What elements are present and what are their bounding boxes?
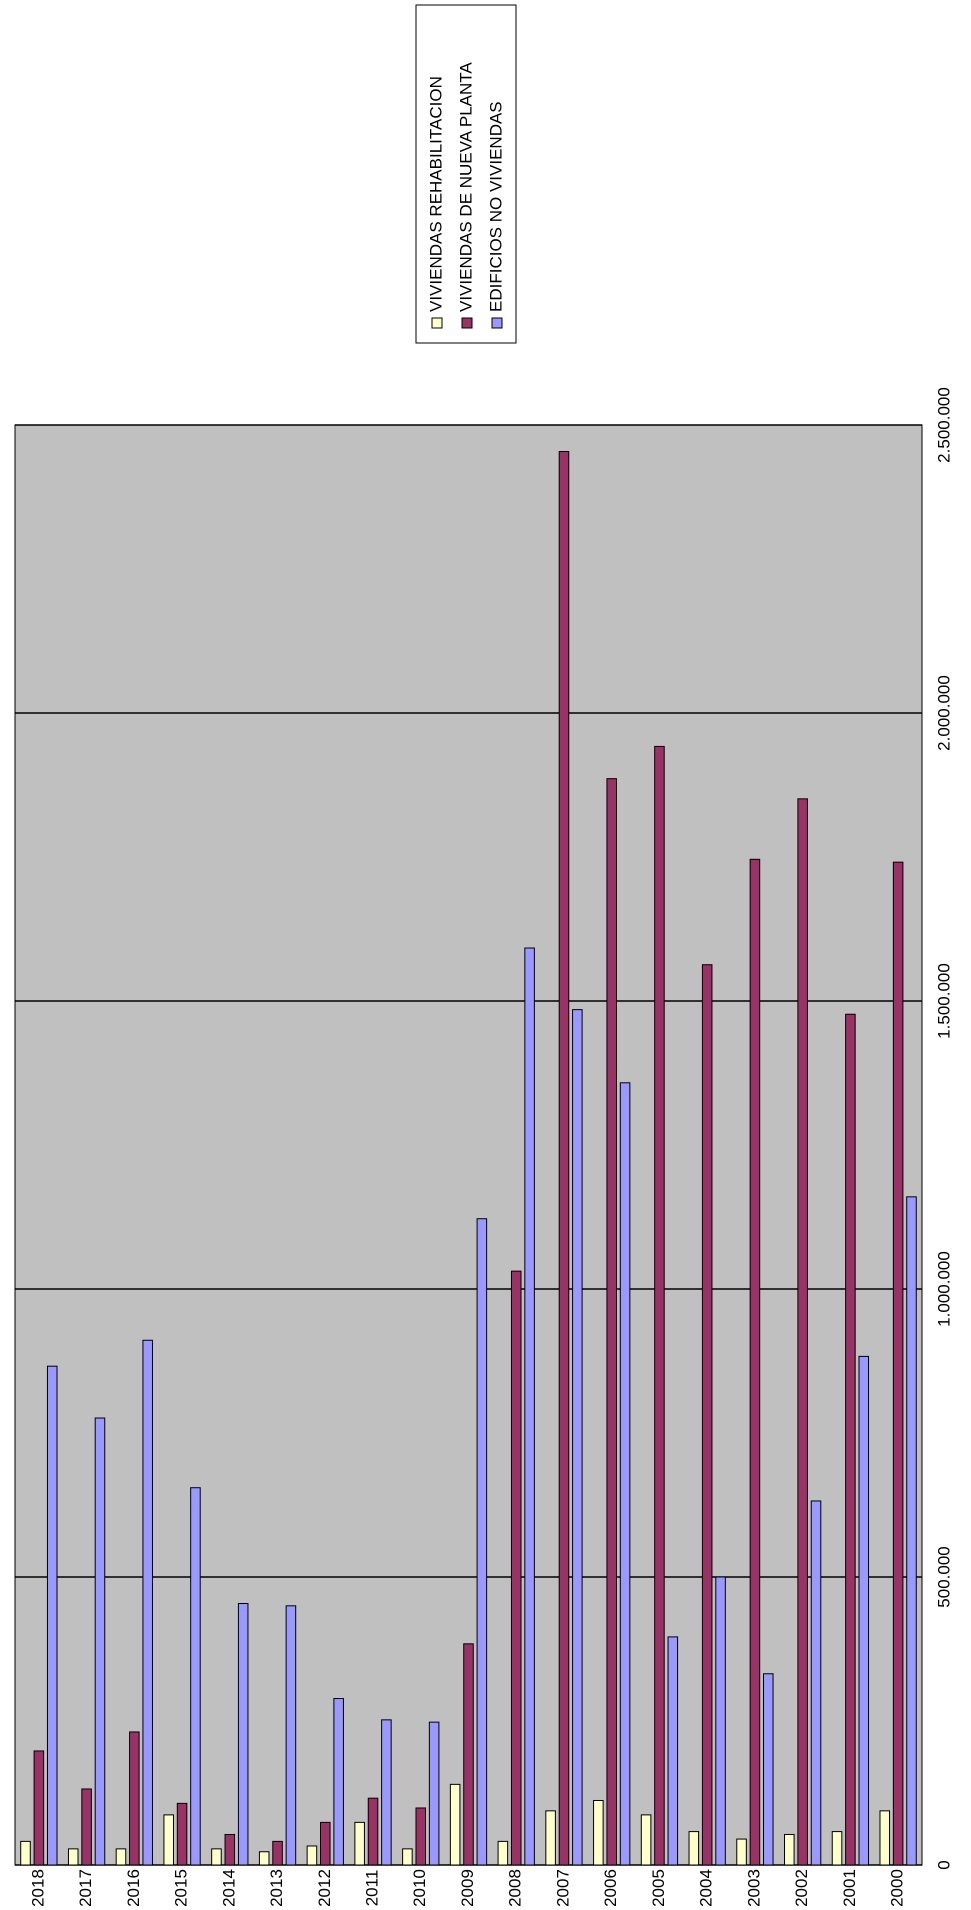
- x-tick-label: 2011: [363, 1870, 382, 1907]
- bar: [67, 1848, 79, 1866]
- bar: [94, 1417, 106, 1866]
- y-tick-label: 2.000.000: [934, 675, 953, 751]
- x-tick-label: 2013: [267, 1869, 286, 1907]
- bar: [402, 1848, 413, 1866]
- x-tick-label: 2017: [76, 1869, 95, 1907]
- x-tick-label: 2014: [219, 1869, 238, 1907]
- y-tick-label: 1.000.000: [934, 1251, 953, 1327]
- bar: [510, 1270, 522, 1866]
- bar: [163, 1814, 174, 1866]
- bar: [306, 1845, 318, 1866]
- x-tick-label: 2000: [888, 1869, 907, 1907]
- bar: [320, 1821, 331, 1866]
- bar: [476, 1218, 488, 1866]
- y-tick-label: 1.500.000: [934, 963, 953, 1039]
- bar: [415, 1807, 427, 1866]
- bar: [763, 1673, 774, 1866]
- bar: [797, 798, 808, 1866]
- plot-area: [14, 424, 923, 1866]
- x-tick-label: 2001: [840, 1869, 859, 1907]
- bar: [810, 1500, 822, 1866]
- x-tick-label: 2004: [697, 1869, 716, 1907]
- x-tick-label: 2005: [649, 1869, 668, 1907]
- bar: [701, 964, 713, 1866]
- bar: [524, 947, 535, 1866]
- bar: [667, 1636, 679, 1866]
- x-tick-label: 2015: [172, 1869, 191, 1907]
- x-tick-label: 2018: [28, 1869, 47, 1907]
- bar: [211, 1848, 222, 1866]
- x-tick-label: 2002: [792, 1869, 811, 1907]
- bar: [572, 1009, 583, 1866]
- bar: [272, 1840, 283, 1866]
- bar: [640, 1814, 652, 1866]
- x-tick-label: 2007: [553, 1869, 572, 1907]
- bar: [449, 1783, 461, 1866]
- bar: [654, 745, 665, 1866]
- y-tick-label: 2.500.000: [934, 387, 953, 463]
- bar: [428, 1721, 440, 1866]
- bar: [906, 1196, 917, 1866]
- bar: [285, 1605, 297, 1866]
- bar: [333, 1698, 344, 1866]
- legend-label: EDIFICIOS NO VIVIENDAS: [486, 101, 505, 312]
- bar: [831, 1831, 843, 1866]
- legend-label: VIVIENDAS REHABILITACION: [426, 76, 445, 312]
- bar: [142, 1339, 153, 1866]
- x-tick-label: 2010: [410, 1869, 429, 1907]
- bar: [258, 1851, 270, 1866]
- bar: [381, 1719, 392, 1866]
- x-tick-label: 2008: [506, 1869, 525, 1907]
- bar: [224, 1833, 236, 1866]
- bar: [784, 1833, 795, 1866]
- bar: [176, 1802, 188, 1866]
- bar: [749, 858, 761, 1866]
- legend-swatch: [491, 317, 503, 329]
- bar: [129, 1731, 140, 1866]
- legend-swatch: [461, 317, 473, 329]
- x-tick-label: 2016: [124, 1869, 143, 1907]
- bar: [688, 1831, 700, 1866]
- legend: [415, 4, 517, 344]
- bar: [497, 1840, 509, 1866]
- bar: [736, 1838, 747, 1866]
- bar: [545, 1810, 556, 1866]
- legend-label: VIVIENDAS DE NUEVA PLANTA: [456, 62, 475, 312]
- bar: [606, 778, 617, 1866]
- y-tick-label: 500.000: [934, 1546, 953, 1607]
- bar: [33, 1750, 45, 1866]
- bar: [593, 1799, 604, 1866]
- bar: [845, 1013, 856, 1866]
- y-tick-label: 0: [934, 1860, 953, 1869]
- x-tick-label: 2012: [315, 1869, 334, 1907]
- bar: [715, 1576, 726, 1866]
- x-tick-label: 2003: [744, 1869, 763, 1907]
- bar: [237, 1602, 249, 1866]
- bar: [81, 1788, 92, 1866]
- bar: [46, 1365, 58, 1866]
- bar: [858, 1355, 870, 1866]
- bar: [463, 1643, 474, 1866]
- bar: [20, 1840, 31, 1866]
- bar: [892, 861, 904, 1866]
- bar: [619, 1082, 631, 1866]
- bar: [367, 1797, 379, 1866]
- bar: [190, 1487, 201, 1866]
- x-tick-label: 2009: [458, 1869, 477, 1907]
- bar: [879, 1810, 891, 1866]
- bar: [558, 450, 570, 1866]
- legend-swatch: [431, 317, 443, 329]
- x-tick-label: 2006: [601, 1869, 620, 1907]
- bar: [354, 1821, 365, 1866]
- bar: [115, 1848, 127, 1866]
